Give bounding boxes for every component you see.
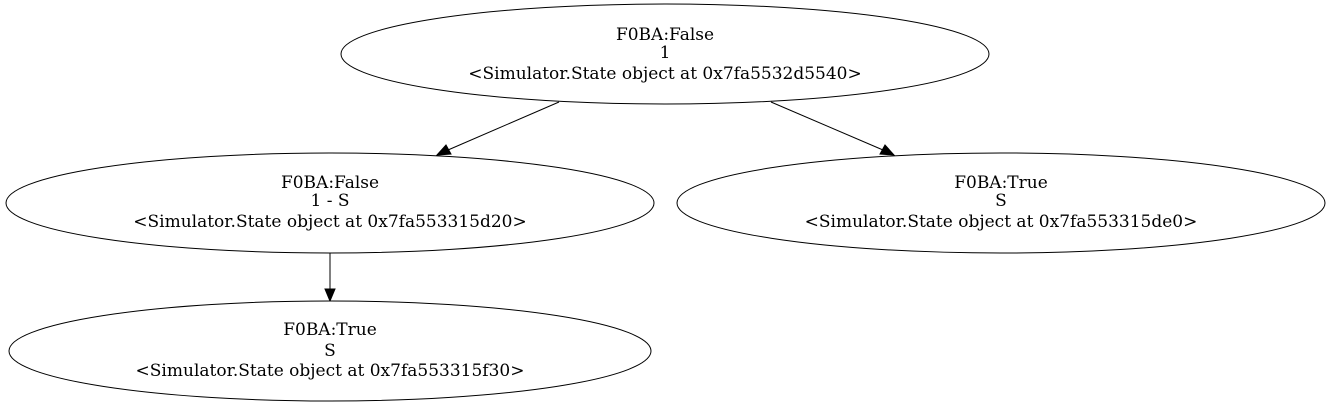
node-leaf: F0BA:True S <Simulator.State object at 0… [8, 300, 652, 402]
edge-root-to-left [435, 101, 560, 156]
node-root-line-1: F0BA:False [616, 25, 714, 45]
node-leaf-line-3: <Simulator.State object at 0x7fa553315f3… [136, 361, 525, 381]
node-right-line-2: S [995, 191, 1007, 211]
node-left-line-2: 1 - S [310, 191, 349, 211]
edge-root-to-right [770, 101, 896, 156]
node-leaf-line-2: S [324, 341, 336, 361]
node-left-line-3: <Simulator.State object at 0x7fa553315d2… [133, 212, 526, 232]
node-left-line-1: F0BA:False [281, 173, 379, 193]
node-left: F0BA:False 1 - S <Simulator.State object… [5, 152, 655, 254]
node-right-line-1: F0BA:True [954, 173, 1048, 193]
node-leaf-line-1: F0BA:True [283, 320, 377, 340]
node-right-line-3: <Simulator.State object at 0x7fa553315de… [805, 212, 1198, 232]
node-right: F0BA:True S <Simulator.State object at 0… [676, 152, 1326, 254]
node-root: F0BA:False 1 <Simulator.State object at … [340, 3, 990, 105]
node-root-line-3: <Simulator.State object at 0x7fa5532d554… [468, 64, 861, 84]
edge-left-to-leaf [324, 253, 336, 303]
node-root-line-2: 1 [660, 43, 671, 63]
